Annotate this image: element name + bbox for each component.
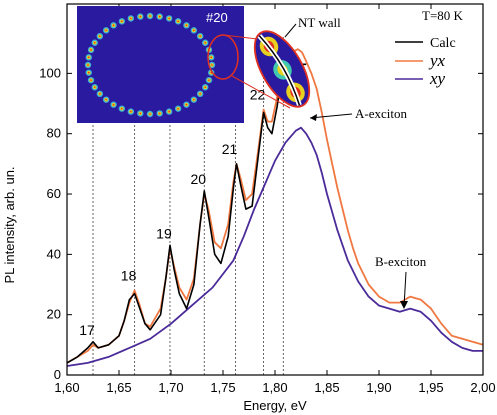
zoom-source-ellipse	[207, 34, 239, 80]
ring-mode-dot-center	[204, 41, 207, 44]
ring-mode-dot-center	[177, 107, 179, 110]
x-tick-label: 1,80	[262, 380, 287, 395]
series-layer	[66, 48, 484, 367]
inset-mode-image: #20	[77, 6, 244, 123]
legend-label-xy: xy	[429, 69, 446, 88]
ring-mode-dot-center	[99, 35, 101, 37]
y-tick-label: 40	[47, 246, 61, 261]
ring-mode-dot-center	[158, 112, 161, 115]
legend-label-yx: yx	[428, 51, 446, 70]
x-tick-label: 1,90	[366, 380, 391, 395]
x-tick-label: 1,70	[158, 380, 183, 395]
ring-mode-dot-center	[211, 64, 213, 66]
legend-label-calc: Calc	[430, 36, 456, 51]
ring-mode-dot-center	[208, 79, 210, 81]
b-exciton-label: B-exciton	[375, 254, 427, 269]
x-tick-label: 2,00	[470, 380, 495, 395]
peak-label-21: 21	[222, 141, 238, 157]
ring-mode-dot-center	[149, 15, 151, 17]
peak-label-19: 19	[156, 225, 172, 241]
ring-mode-dot-center	[121, 20, 123, 23]
ring-mode-dot-center	[90, 79, 92, 81]
peak-label-20: 20	[190, 171, 206, 187]
peak-label-18: 18	[121, 268, 137, 284]
series-line-xy	[66, 126, 483, 367]
zoom-connector-bottom	[231, 75, 291, 109]
b-exciton-arrowhead	[400, 301, 408, 309]
peak-label-22: 22	[250, 87, 266, 103]
y-axis-title: PL intensity, arb. un.	[2, 166, 17, 283]
nt-wall-zoom: NT wall	[253, 15, 341, 108]
ring-mode-dot-center	[105, 29, 107, 32]
ring-mode-dot-center	[93, 41, 96, 44]
ring-mode-dot-center	[199, 93, 201, 95]
ring-mode-dot-center	[87, 71, 90, 74]
ring-mode-dot-center	[99, 93, 101, 95]
legend: Calc yx xy	[395, 36, 456, 88]
a-exciton-label: A-exciton	[355, 106, 407, 121]
ring-mode-dot-center	[93, 86, 96, 89]
ring-mode-dot-center	[193, 29, 195, 32]
ring-mode-dot-center	[105, 98, 107, 101]
ring-mode-dot-center	[193, 98, 195, 101]
a-exciton-arrowhead	[310, 114, 317, 121]
ring-mode-dot-center	[112, 103, 115, 106]
ring-mode-dot-center	[168, 110, 170, 113]
ring-mode-dot-center	[139, 112, 142, 115]
x-tick-label: 1,60	[54, 380, 79, 395]
ring-mode-dot-center	[87, 56, 90, 59]
peak-label-17: 17	[79, 322, 95, 338]
x-tick-label: 1,95	[418, 380, 443, 395]
ring-mode-dot-center	[177, 20, 179, 23]
ring-mode-dot-center	[185, 103, 188, 106]
x-tick-label: 1,75	[210, 380, 235, 395]
ring-mode-dot-center	[149, 113, 151, 115]
ring-mode-dot-center	[204, 86, 207, 89]
nt-wall-line	[258, 35, 301, 106]
ring-mode-dot-center	[90, 49, 92, 51]
ring-mode-dot-center	[210, 56, 213, 59]
x-tick-label: 1,85	[314, 380, 339, 395]
ring-mode-dot-center	[185, 24, 188, 27]
mode-ring	[84, 12, 216, 118]
ring-mode-dot-center	[130, 110, 132, 113]
y-tick-label: 20	[47, 307, 61, 322]
x-tick-label: 1,65	[106, 380, 131, 395]
y-axis: 0 20 40 60 80 100	[39, 65, 483, 382]
nt-wall-arrow	[284, 23, 297, 38]
a-exciton-arrow	[309, 113, 353, 119]
series-line-calc	[66, 60, 307, 364]
nt-wall-label: NT wall	[298, 15, 341, 30]
x-axis: 1,60 1,65 1,70 1,75 1,80 1,85 1,90 1,95 2,00	[54, 4, 496, 395]
ring-mode-dot-center	[130, 17, 132, 20]
y-tick-label: 60	[47, 186, 61, 201]
x-axis-title: Energy, eV	[243, 398, 307, 413]
y-tick-label: 80	[47, 126, 61, 141]
ring-mode-dot-center	[199, 35, 201, 37]
ring-mode-dot-center	[121, 107, 123, 110]
temperature-label: T=80 K	[422, 8, 464, 23]
ring-mode-dot-center	[87, 64, 89, 66]
ring-mode-dot-center	[112, 24, 115, 27]
y-tick-label: 100	[39, 65, 61, 80]
inset-mode-label: #20	[206, 10, 228, 25]
ring-mode-dot-center	[158, 15, 161, 18]
ring-mode-dot-center	[168, 17, 170, 20]
ring-mode-dot-center	[139, 15, 142, 18]
inset-background	[77, 6, 244, 123]
y-tick-label: 0	[54, 367, 61, 382]
